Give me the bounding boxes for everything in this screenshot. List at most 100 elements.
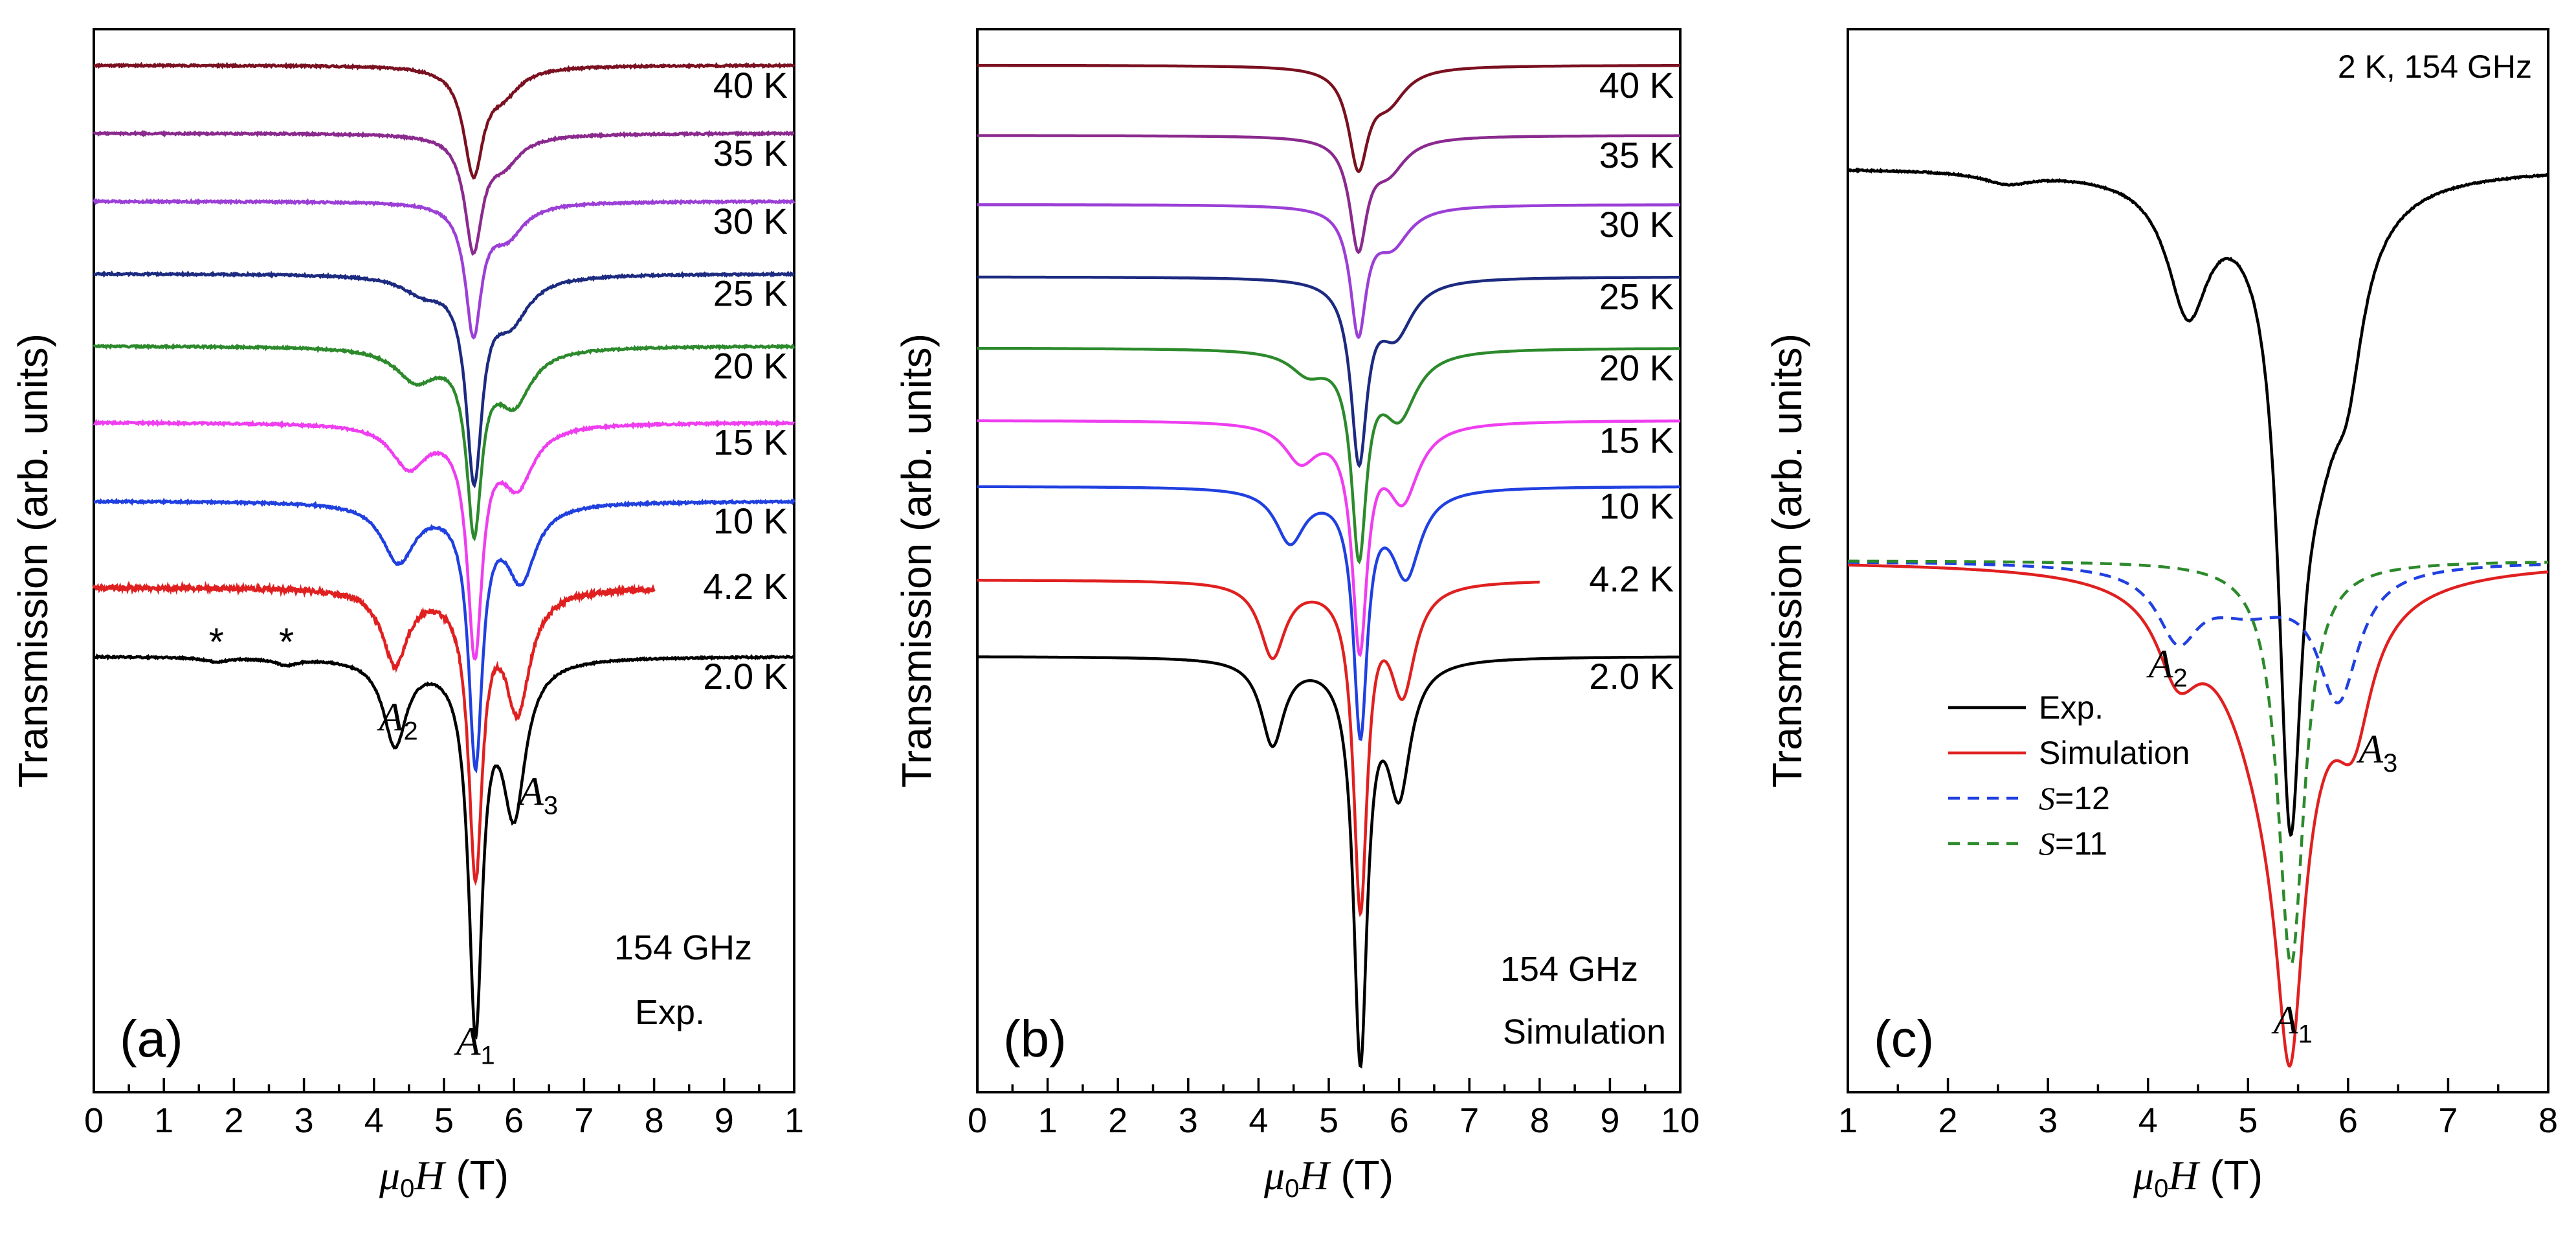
series-line-40-K bbox=[93, 62, 795, 180]
series-label: 25 K bbox=[1599, 276, 1674, 317]
x-tick-label: 1 bbox=[1838, 1101, 1858, 1140]
x-tick-label: 8 bbox=[2538, 1101, 2558, 1140]
x-axis-label: μ0H (T) bbox=[1263, 1152, 1393, 1203]
x-tick-label: 3 bbox=[294, 1101, 314, 1140]
x-tick-label: 0 bbox=[968, 1101, 987, 1140]
series-label: 15 K bbox=[713, 422, 788, 463]
star-marker: * bbox=[209, 620, 224, 664]
legend-label: Simulation bbox=[2039, 735, 2190, 771]
series-line-20-K bbox=[977, 346, 1680, 565]
series-line-25-K bbox=[93, 270, 795, 489]
x-axis-label-mu: μ bbox=[1263, 1152, 1285, 1198]
x-axis-label-sub: 0 bbox=[400, 1174, 414, 1203]
series-label: 35 K bbox=[713, 133, 788, 174]
x-axis-label-sub: 0 bbox=[2154, 1174, 2168, 1203]
x-tick-label: 7 bbox=[1460, 1101, 1479, 1140]
series-label: 4.2 K bbox=[1589, 559, 1674, 599]
x-axis-label-mu: μ bbox=[379, 1152, 400, 1198]
series-label: 40 K bbox=[713, 65, 788, 106]
series-label: 20 K bbox=[1599, 348, 1674, 388]
frequency-annotation: 154 GHz bbox=[1500, 950, 1638, 989]
series-label: 10 K bbox=[713, 500, 788, 541]
x-tick-label: 10 bbox=[1661, 1101, 1700, 1140]
series-label: 40 K bbox=[1599, 65, 1674, 106]
x-axis-label-sub: 0 bbox=[1285, 1174, 1299, 1203]
x-tick-label: 0 bbox=[84, 1101, 104, 1140]
series-line-S-11 bbox=[1848, 559, 2548, 967]
series-line-2-0-K bbox=[977, 655, 1681, 1069]
panel-label: (b) bbox=[1003, 1010, 1067, 1068]
y-axis-label: Transmission (arb. units) bbox=[1764, 333, 1810, 788]
peak-label-A2: A2 bbox=[2146, 643, 2188, 693]
x-tick-label: 8 bbox=[645, 1101, 664, 1140]
series-label: 10 K bbox=[1599, 486, 1674, 526]
x-tick-label: 3 bbox=[2038, 1101, 2058, 1140]
panel-c: 1 2 3 4 5 6 7 8 Transmission (arb. units) μ0H (T)… bbox=[1764, 28, 2558, 1203]
series-line-10-K bbox=[93, 497, 796, 774]
x-tick-label: 1 bbox=[154, 1101, 173, 1140]
y-axis-label: Transmission (arb. units) bbox=[893, 333, 940, 788]
x-axis-label-unit: (T) bbox=[1329, 1152, 1394, 1198]
x-tick-label: 9 bbox=[715, 1101, 734, 1140]
series-line-2-0-K bbox=[93, 653, 795, 1040]
x-tick-label: 4 bbox=[1249, 1101, 1268, 1140]
x-axis-label-var: H bbox=[414, 1152, 447, 1198]
x-tick-label: 5 bbox=[434, 1101, 454, 1140]
x-tick-label: 9 bbox=[1600, 1101, 1619, 1140]
peak-label-A1: A1 bbox=[454, 1020, 495, 1070]
peak-label-A2: A2 bbox=[377, 696, 418, 746]
x-tick-label: 1 bbox=[784, 1101, 804, 1140]
x-tick-label: 6 bbox=[1390, 1101, 1409, 1140]
series-line-35-K bbox=[93, 129, 795, 256]
x-tick-label: 2 bbox=[1938, 1101, 1958, 1140]
x-axis-label-mu: μ bbox=[2133, 1152, 2154, 1198]
series-line-10-K bbox=[977, 485, 1680, 741]
x-tick-label: 6 bbox=[504, 1101, 524, 1140]
x-axis-label-unit: (T) bbox=[2199, 1152, 2263, 1198]
panel-a: 0 1 2 3 4 5 6 7 8 9 1 Transmission (arb. units) μ0H … bbox=[10, 28, 804, 1203]
x-tick-label: 4 bbox=[2138, 1101, 2158, 1140]
x-tick-label: 6 bbox=[2338, 1101, 2358, 1140]
x-axis-label-var: H bbox=[2168, 1152, 2201, 1198]
x-axis-label: μ0H (T) bbox=[2133, 1152, 2263, 1203]
peak-label-A1: A1 bbox=[2271, 999, 2313, 1049]
series-line-25-K bbox=[977, 275, 1680, 468]
series-line-Exp- bbox=[1847, 167, 2549, 837]
legend-label: S=11 bbox=[2039, 825, 2107, 862]
x-tick-label: 1 bbox=[1038, 1101, 1058, 1140]
x-tick-label: 4 bbox=[364, 1101, 384, 1140]
kind-annotation: Simulation bbox=[1503, 1013, 1666, 1051]
series-label: 2.0 K bbox=[703, 656, 788, 697]
series-label: 35 K bbox=[1599, 135, 1674, 175]
series-label: 30 K bbox=[1599, 204, 1674, 245]
kind-annotation: Exp. bbox=[635, 993, 705, 1032]
series-line-4-2-K bbox=[977, 579, 1540, 917]
x-tick-label: 7 bbox=[574, 1101, 594, 1140]
x-axis-label: μ0H (T) bbox=[379, 1152, 509, 1203]
legend-label: S=12 bbox=[2039, 780, 2110, 816]
series-label: 2.0 K bbox=[1589, 656, 1674, 697]
series-label: 25 K bbox=[713, 273, 788, 314]
series-line-40-K bbox=[977, 63, 1680, 174]
series-line-20-K bbox=[93, 342, 795, 542]
series-label: 20 K bbox=[713, 345, 788, 386]
panel-label: (a) bbox=[120, 1010, 183, 1068]
peak-label-A3: A3 bbox=[516, 770, 558, 820]
series-line-15-K bbox=[93, 418, 795, 661]
condition-annotation: 2 K, 154 GHz bbox=[2338, 49, 2532, 85]
series-line-30-K bbox=[977, 203, 1680, 340]
x-axis-label-unit: (T) bbox=[445, 1152, 509, 1198]
star-marker: * bbox=[279, 620, 294, 664]
x-tick-label: 2 bbox=[1108, 1101, 1127, 1140]
x-tick-label: 2 bbox=[224, 1101, 243, 1140]
x-tick-label: 5 bbox=[2238, 1101, 2258, 1140]
series-line-30-K bbox=[93, 197, 795, 340]
x-tick-label: 3 bbox=[1179, 1101, 1198, 1140]
panel-label: (c) bbox=[1874, 1010, 1934, 1068]
series-line-Simulation bbox=[1847, 563, 2549, 1068]
plot-frame bbox=[976, 28, 1682, 1093]
y-axis-label: Transmission (arb. units) bbox=[10, 333, 56, 788]
series-label: 15 K bbox=[1599, 420, 1674, 460]
